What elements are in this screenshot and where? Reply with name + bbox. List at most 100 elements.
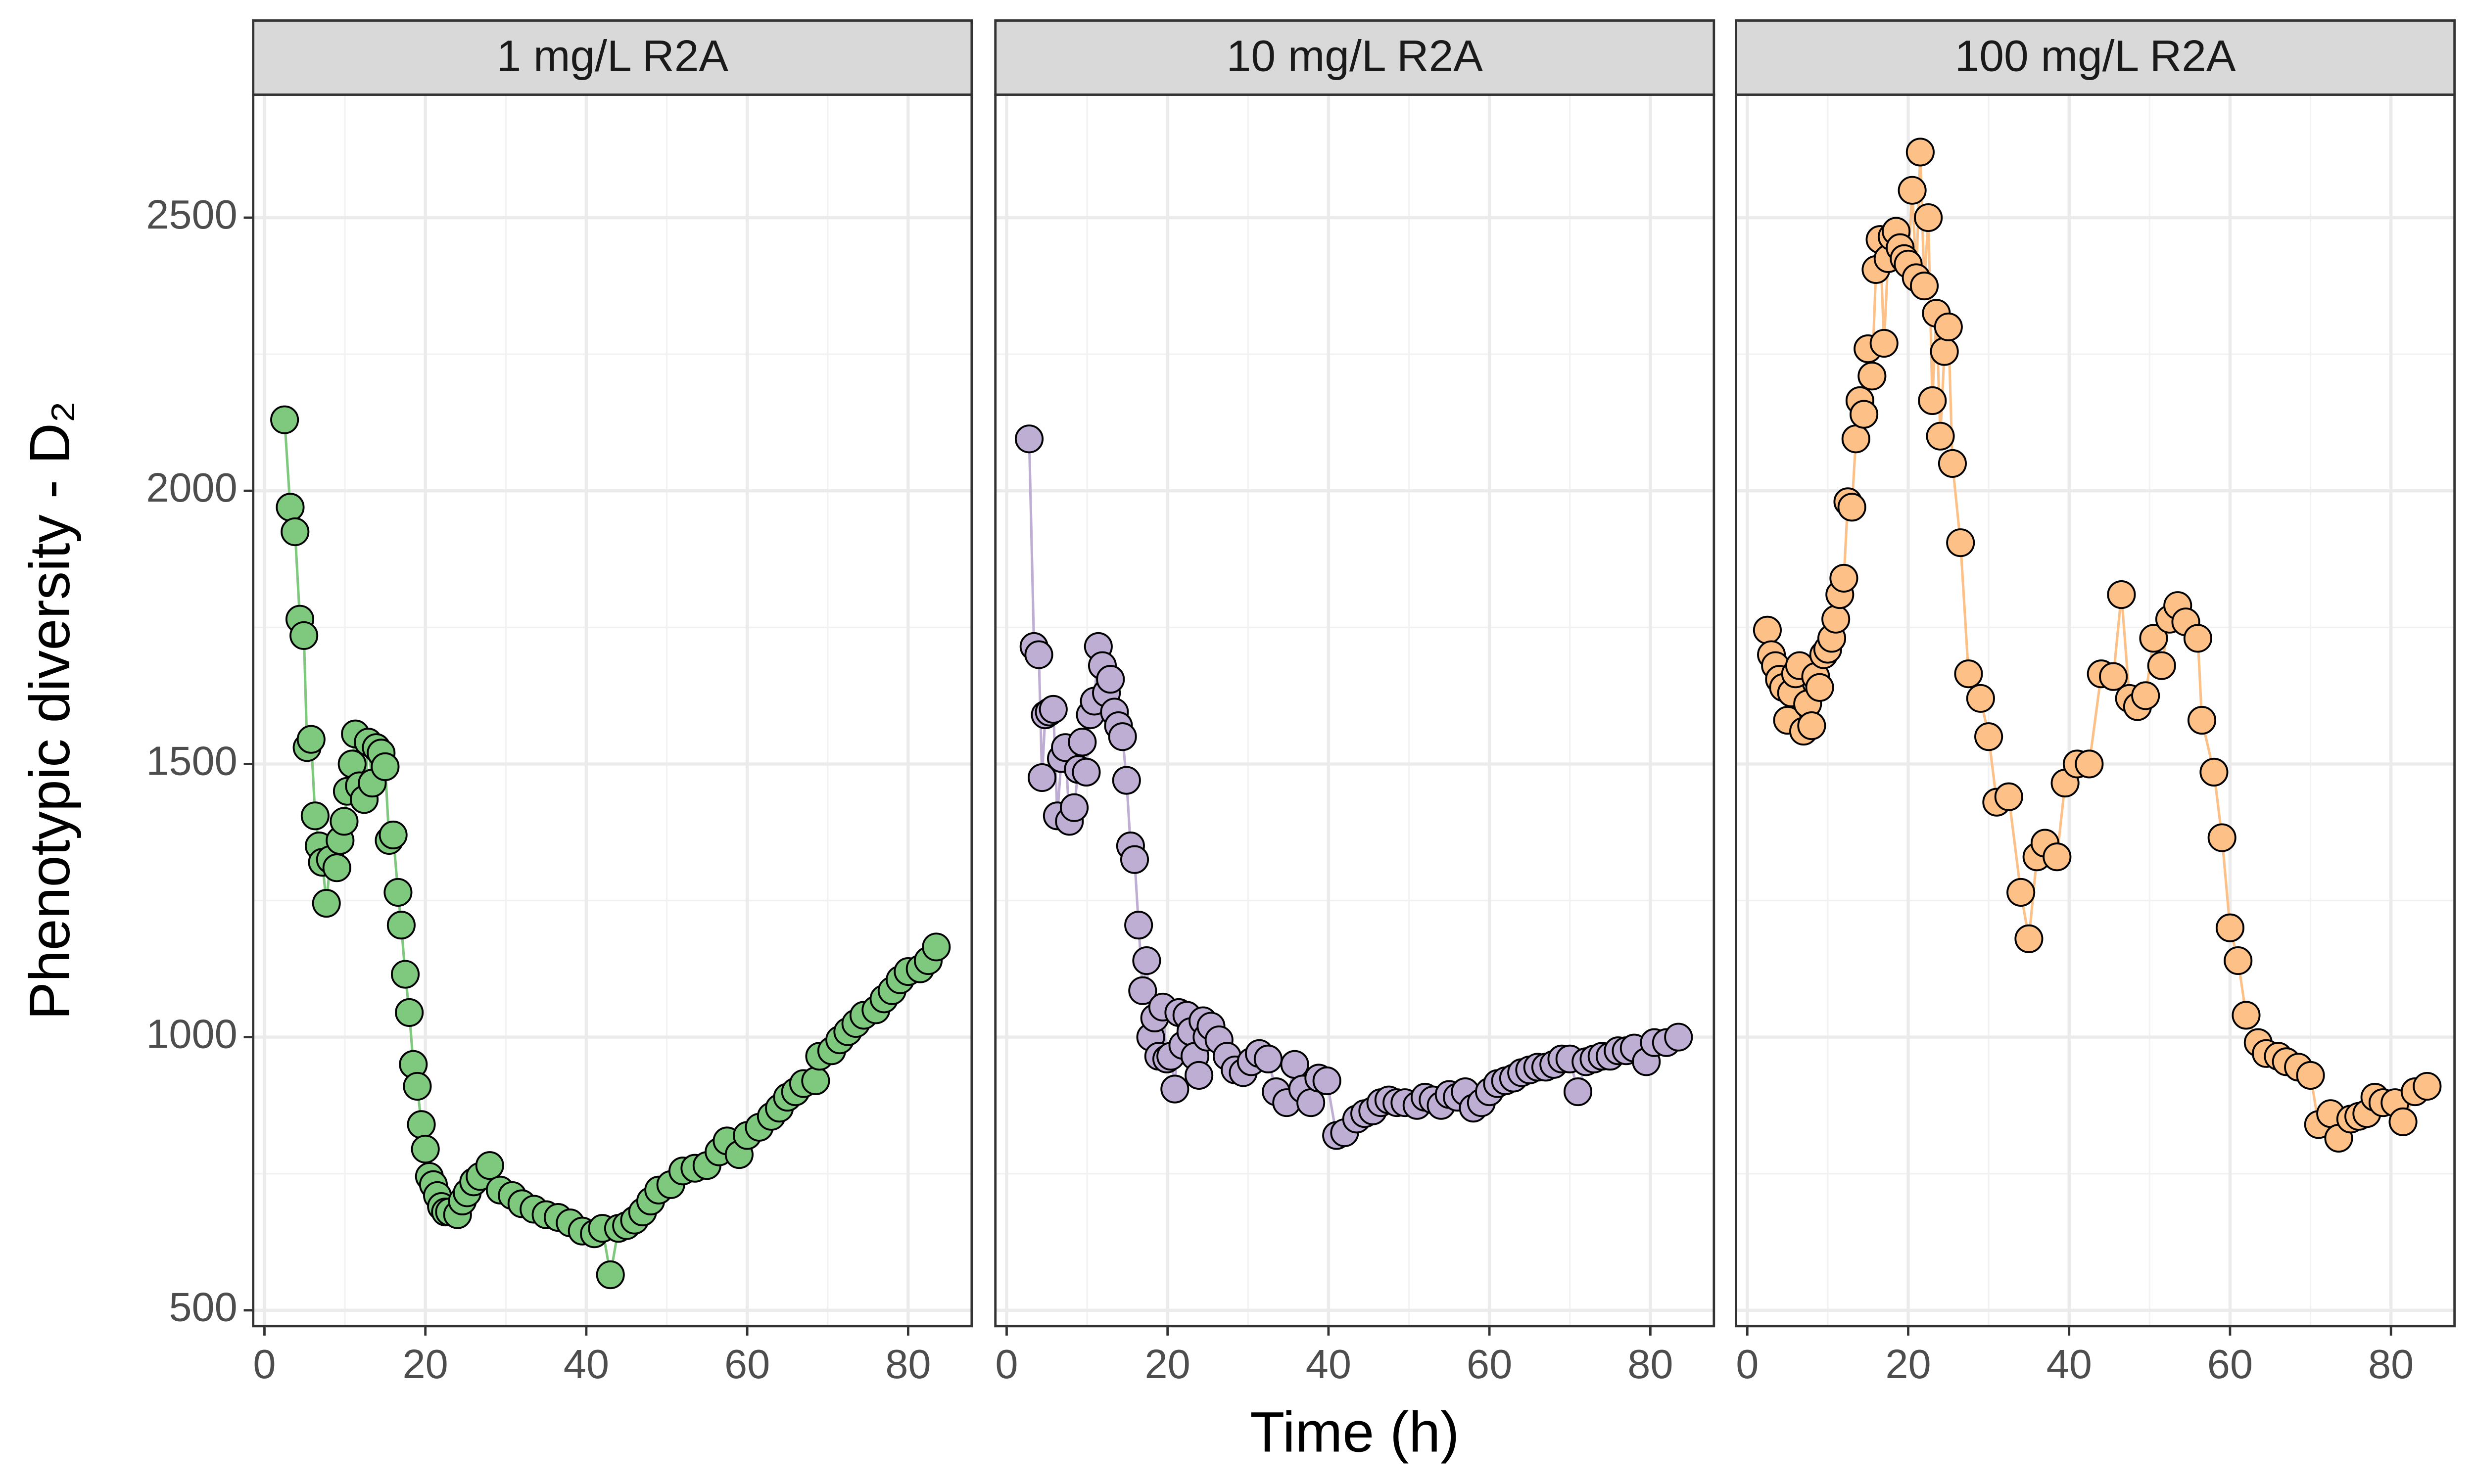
- data-point: [2183, 624, 2212, 653]
- x-tick-label: 80: [885, 1341, 931, 1387]
- data-point: [371, 752, 400, 781]
- data-point: [2232, 1001, 2261, 1030]
- data-point: [1108, 722, 1137, 751]
- x-tick-label: 0: [995, 1341, 1018, 1387]
- data-point: [1253, 1044, 1283, 1073]
- data-point: [2043, 842, 2072, 872]
- data-point: [1918, 386, 1947, 416]
- data-point: [1072, 757, 1101, 787]
- data-point: [2099, 662, 2128, 691]
- data-point: [1994, 782, 2023, 811]
- data-point: [1869, 328, 1899, 358]
- data-point: [2224, 946, 2253, 975]
- data-point: [2413, 1071, 2442, 1101]
- panel-border: [1735, 93, 2456, 1328]
- data-point: [390, 960, 420, 989]
- data-point: [1014, 424, 1044, 454]
- x-tick-label: 0: [253, 1341, 276, 1387]
- panel-title: 1 mg/L R2A: [497, 31, 729, 80]
- data-point: [1954, 659, 1983, 689]
- data-point: [411, 1134, 440, 1164]
- data-point: [2131, 681, 2160, 710]
- data-point: [281, 517, 310, 547]
- data-point: [312, 888, 341, 918]
- data-point: [2107, 580, 2136, 609]
- data-point: [1930, 337, 1959, 366]
- data-point: [1664, 1022, 1693, 1052]
- data-point: [296, 725, 326, 754]
- data-point: [2207, 823, 2236, 852]
- data-point: [1850, 400, 1879, 429]
- data-point: [1914, 203, 1943, 232]
- y-tick-label: 500: [169, 1284, 237, 1330]
- data-point: [2075, 749, 2104, 779]
- panel-title: 10 mg/L R2A: [1227, 31, 1483, 80]
- data-point: [1821, 604, 1851, 634]
- strip: [994, 19, 1715, 96]
- data-point: [596, 1260, 625, 1290]
- data-point: [1857, 362, 1887, 391]
- data-point: [475, 1151, 504, 1180]
- data-point: [379, 820, 408, 850]
- data-point: [300, 801, 330, 831]
- x-tick-label: 20: [1145, 1341, 1190, 1387]
- data-point: [289, 621, 319, 650]
- data-point: [1185, 1061, 1214, 1090]
- data-point: [270, 405, 299, 434]
- x-tick-label: 60: [2207, 1341, 2253, 1387]
- data-point: [403, 1071, 432, 1101]
- data-point: [1934, 312, 1963, 341]
- panel-background: [253, 94, 972, 1326]
- data-point: [1120, 845, 1149, 874]
- data-point: [1974, 722, 2003, 751]
- data-point: [801, 1066, 830, 1096]
- data-point: [1898, 176, 1927, 205]
- panel-title: 100 mg/L R2A: [1955, 31, 2236, 80]
- data-point: [2215, 913, 2244, 942]
- data-point: [2006, 878, 2036, 907]
- x-tick-label: 60: [1467, 1341, 1512, 1387]
- data-point: [2139, 624, 2168, 653]
- data-point: [1024, 640, 1053, 669]
- panel-border: [994, 93, 1715, 1328]
- data-point: [1039, 695, 1068, 724]
- data-point: [1027, 763, 1057, 792]
- data-point: [386, 911, 416, 940]
- data-point: [2187, 706, 2217, 735]
- x-tick-label: 60: [724, 1341, 770, 1387]
- data-point: [1068, 728, 1097, 757]
- x-tick-label: 80: [1627, 1341, 1673, 1387]
- data-point: [1797, 711, 1826, 741]
- panel-border: [252, 93, 973, 1328]
- data-point: [922, 932, 951, 962]
- y-tick-label: 2500: [146, 191, 238, 237]
- x-tick-label: 80: [2368, 1341, 2414, 1387]
- y-tick-label: 2000: [146, 464, 238, 510]
- data-point: [1837, 493, 1866, 522]
- data-point: [395, 998, 424, 1027]
- data-point: [2014, 924, 2044, 953]
- data-point: [407, 1110, 436, 1139]
- data-point: [330, 807, 359, 836]
- x-axis-title: Time (h): [1250, 1401, 1459, 1464]
- data-point: [1096, 665, 1125, 694]
- x-tick-label: 20: [403, 1341, 448, 1387]
- data-point: [1112, 766, 1141, 795]
- data-point: [276, 493, 305, 522]
- data-point: [1938, 449, 1967, 478]
- y-tick-label: 1500: [146, 738, 238, 784]
- data-point: [2147, 651, 2176, 680]
- data-point: [1909, 271, 1939, 301]
- data-point: [1805, 673, 1834, 702]
- strip: [252, 19, 973, 96]
- data-point: [1312, 1066, 1341, 1096]
- data-point: [1926, 421, 1955, 451]
- data-point: [1132, 946, 1161, 975]
- data-point: [1946, 528, 1975, 557]
- data-point: [322, 853, 351, 882]
- x-tick-label: 20: [1885, 1341, 1931, 1387]
- data-point: [1905, 138, 1935, 167]
- data-point: [1280, 1050, 1309, 1079]
- x-tick-label: 40: [2046, 1341, 2092, 1387]
